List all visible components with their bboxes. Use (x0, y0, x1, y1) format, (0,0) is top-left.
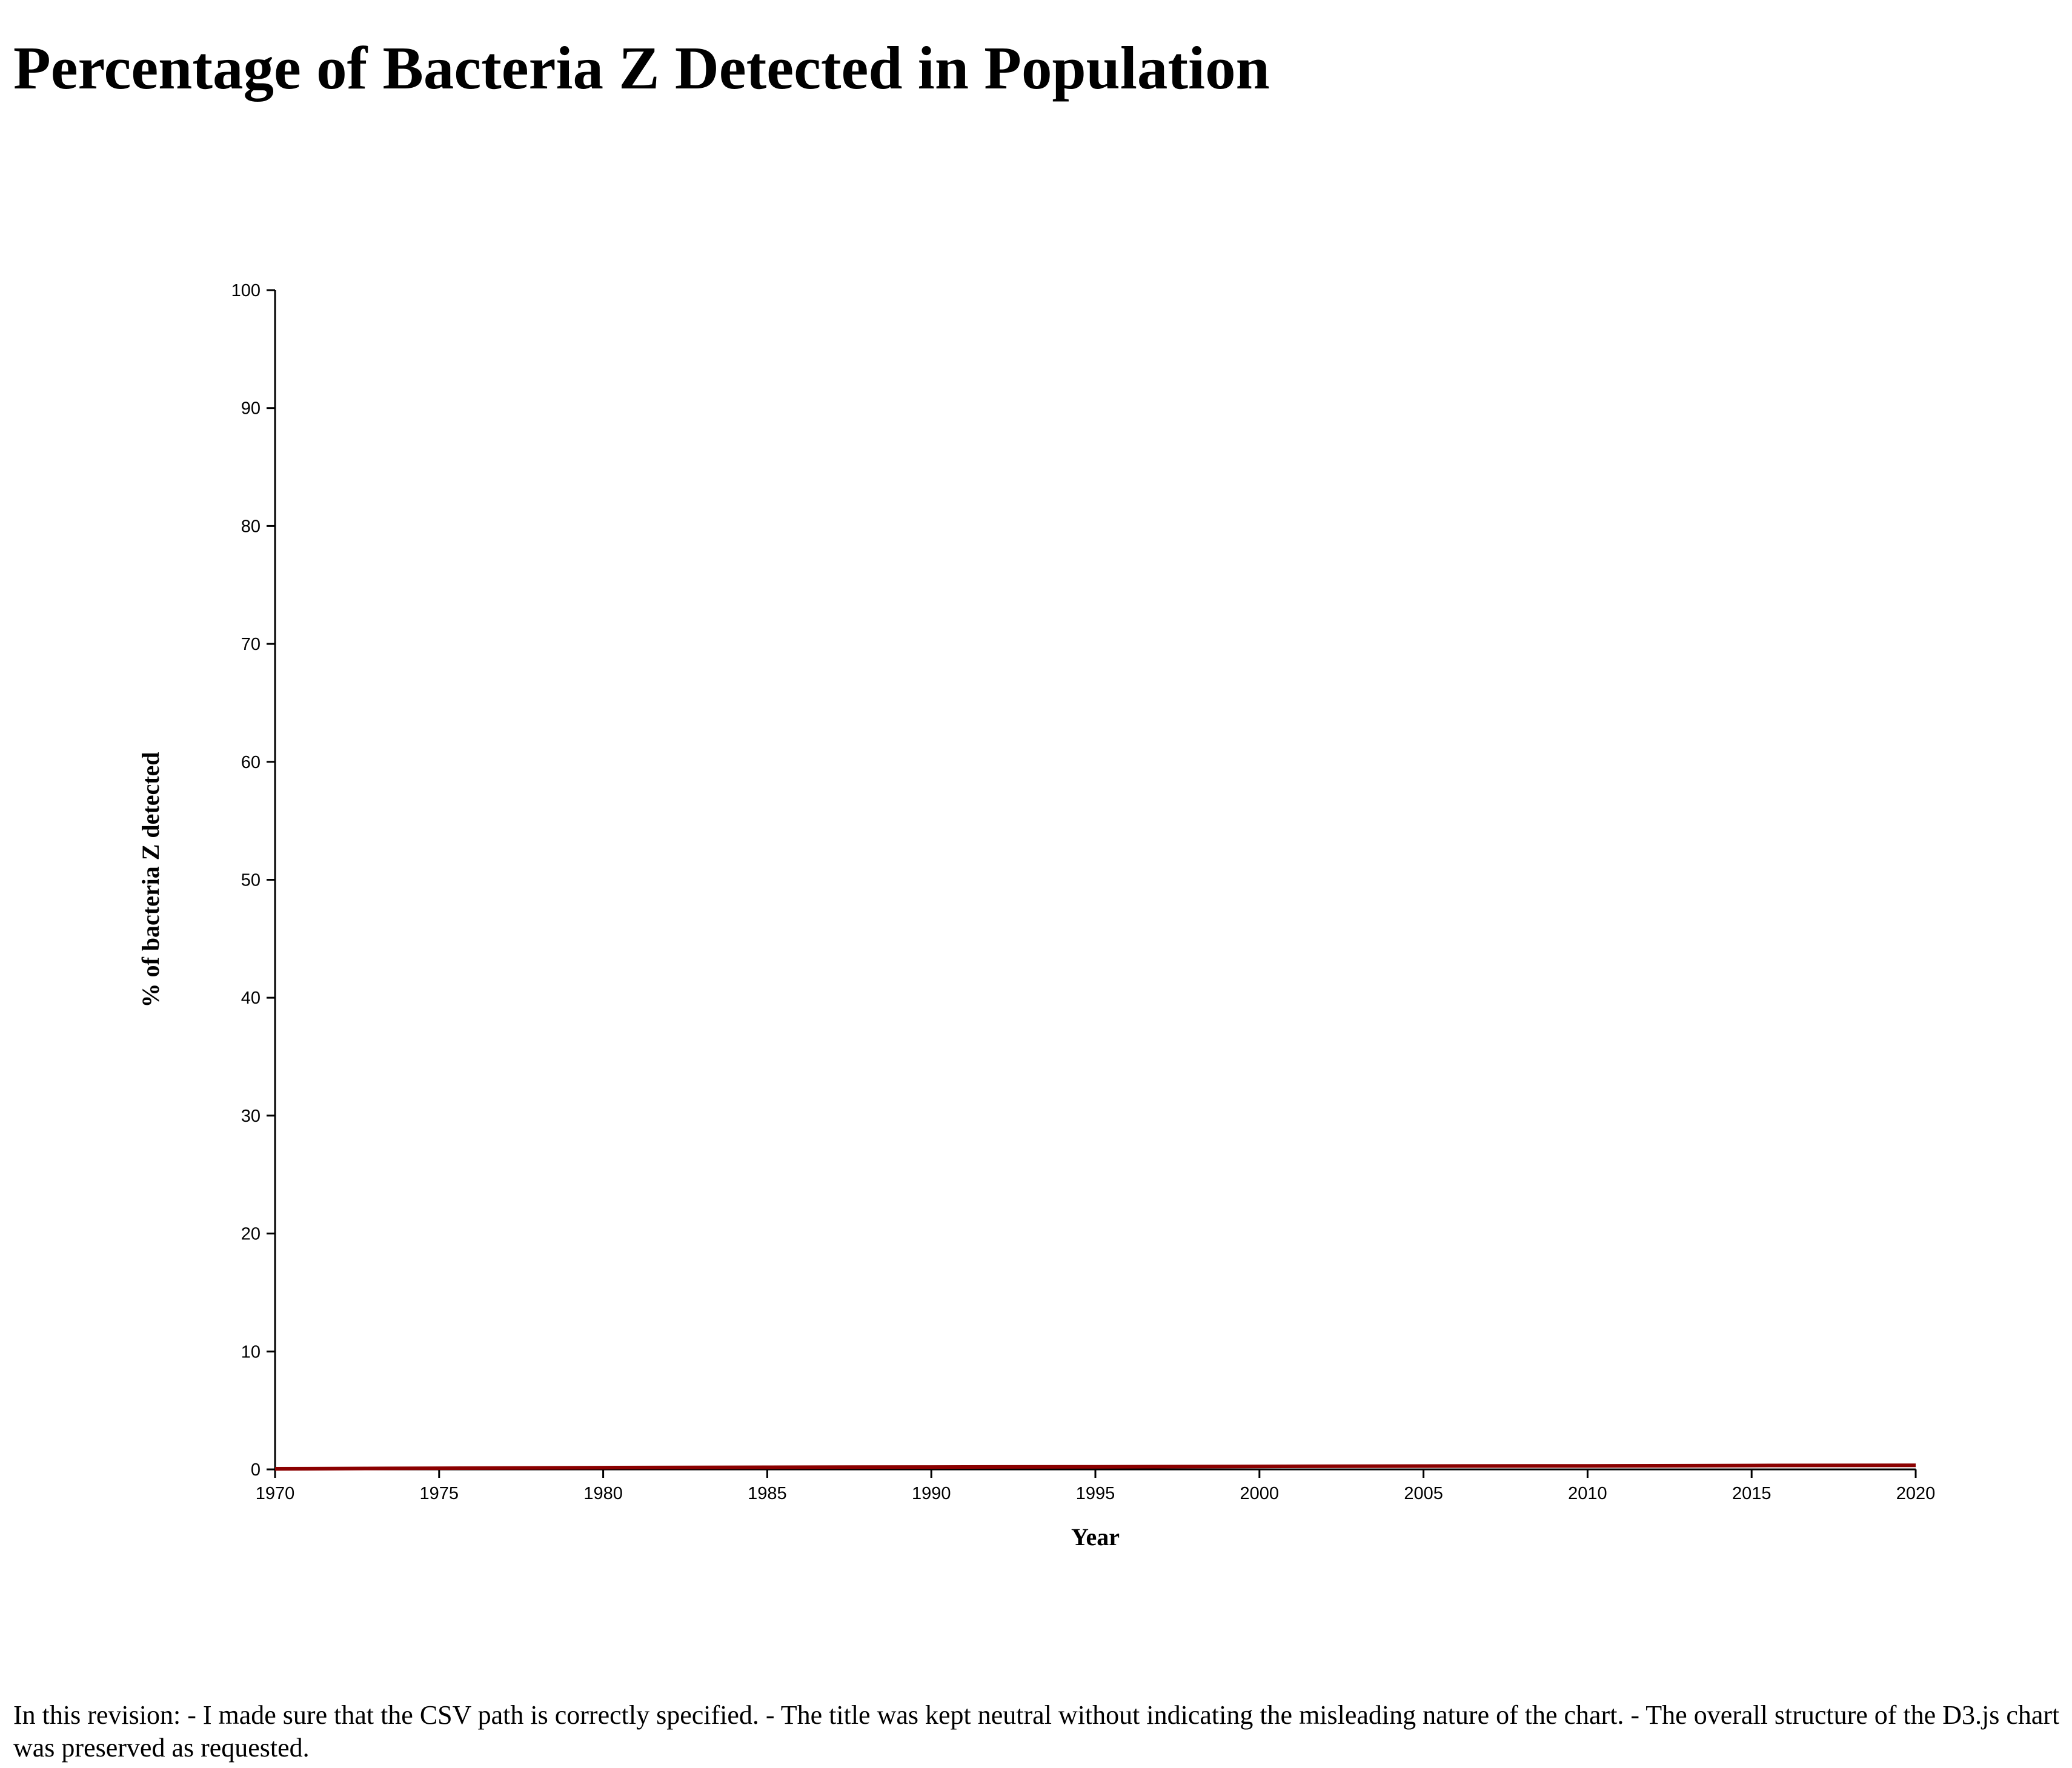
x-tick-label: 2010 (1568, 1484, 1607, 1503)
y-tick-label: 70 (241, 635, 261, 654)
page-title: Percentage of Bacteria Z Detected in Pop… (13, 34, 1270, 102)
plot-area (274, 1463, 1916, 1471)
y-tick-label: 20 (241, 1225, 261, 1244)
y-tick: 70 (241, 635, 275, 654)
y-tick: 10 (241, 1342, 275, 1362)
x-tick: 1985 (748, 1469, 787, 1503)
x-tick: 1995 (1076, 1469, 1115, 1503)
x-tick: 2005 (1404, 1469, 1443, 1503)
x-axis-ticks: 1970 1975 1980 1985 1990 1995 2000 2005 2010 2015… (256, 1469, 1936, 1503)
y-tick-label: 60 (241, 753, 261, 772)
x-tick-label: 1970 (256, 1484, 295, 1503)
x-tick-label: 2000 (1240, 1484, 1280, 1503)
data-line (274, 1463, 1916, 1471)
x-tick: 2020 (1896, 1469, 1936, 1503)
x-tick: 2000 (1240, 1469, 1280, 1503)
x-tick-label: 1995 (1076, 1484, 1115, 1503)
y-tick: 80 (241, 517, 275, 536)
x-tick-label: 1975 (420, 1484, 459, 1503)
y-tick: 20 (241, 1225, 275, 1244)
y-tick: 60 (241, 753, 275, 772)
x-tick: 1980 (583, 1469, 623, 1503)
y-axis-title: % of bacteria Z detected (137, 752, 164, 1007)
x-axis-title: Year (1071, 1523, 1120, 1551)
y-tick: 100 (231, 281, 275, 300)
x-tick: 1970 (256, 1469, 295, 1503)
x-tick-label: 2005 (1404, 1484, 1443, 1503)
x-tick-label: 1980 (583, 1484, 623, 1503)
x-tick-label: 2020 (1896, 1484, 1936, 1503)
x-axis: 1970 1975 1980 1985 1990 1995 2000 2005 2010 2015… (256, 1468, 1936, 1503)
y-axis-ticks: 0 10 20 30 40 50 60 70 80 90 100 (231, 281, 275, 1480)
x-tick-label: 2015 (1732, 1484, 1771, 1503)
x-tick-label: 1985 (748, 1484, 787, 1503)
footer-note: In this revision: - I made sure that the… (13, 1700, 2060, 1763)
y-tick: 40 (241, 988, 275, 1008)
y-tick-label: 80 (241, 517, 261, 536)
y-tick: 0 (251, 1460, 275, 1480)
y-tick-label: 100 (231, 281, 261, 300)
y-tick: 50 (241, 871, 275, 890)
y-tick-label: 30 (241, 1107, 261, 1126)
x-tick: 2015 (1732, 1469, 1771, 1503)
x-tick: 1990 (912, 1469, 951, 1503)
y-tick: 90 (241, 399, 275, 419)
y-axis: 0 10 20 30 40 50 60 70 80 90 100 (231, 281, 276, 1480)
y-tick: 30 (241, 1107, 275, 1126)
x-tick: 1975 (420, 1469, 459, 1503)
y-tick-label: 10 (241, 1342, 261, 1362)
x-tick: 2010 (1568, 1469, 1607, 1503)
y-tick-label: 90 (241, 399, 261, 419)
x-tick-label: 1990 (912, 1484, 951, 1503)
y-tick-label: 0 (251, 1460, 261, 1480)
y-tick-label: 50 (241, 871, 261, 890)
y-tick-label: 40 (241, 988, 261, 1008)
